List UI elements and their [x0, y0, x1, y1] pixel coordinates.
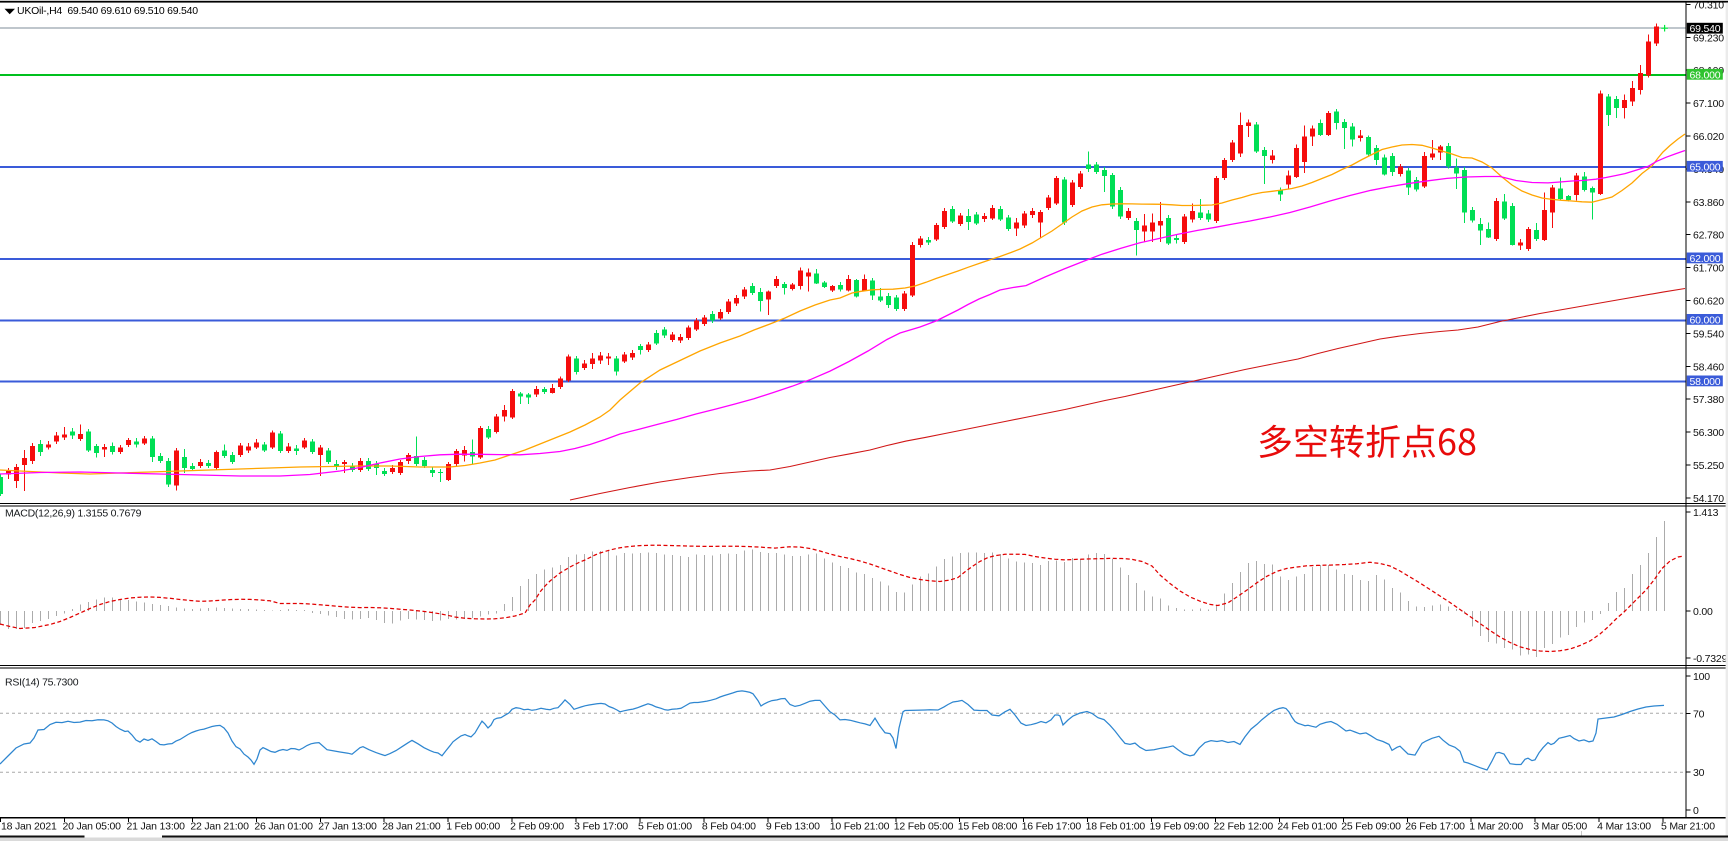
svg-text:69.230: 69.230	[1693, 32, 1724, 44]
svg-text:4 Mar 13:00: 4 Mar 13:00	[1597, 821, 1651, 833]
svg-text:16 Feb 17:00: 16 Feb 17:00	[1022, 821, 1082, 833]
svg-text:70.310: 70.310	[1693, 0, 1724, 11]
svg-text:22 Jan 21:00: 22 Jan 21:00	[190, 821, 249, 833]
svg-text:69.540: 69.540	[1690, 23, 1721, 35]
svg-text:12 Feb 05:00: 12 Feb 05:00	[894, 821, 954, 833]
svg-text:100: 100	[1693, 671, 1710, 683]
svg-text:21 Jan 13:00: 21 Jan 13:00	[127, 821, 186, 833]
svg-text:58.460: 58.460	[1693, 361, 1724, 373]
svg-text:5 Feb 01:00: 5 Feb 01:00	[638, 821, 692, 833]
svg-text:9 Feb 13:00: 9 Feb 13:00	[766, 821, 820, 833]
svg-text:66.020: 66.020	[1693, 131, 1724, 143]
svg-text:26 Jan 01:00: 26 Jan 01:00	[254, 821, 313, 833]
svg-text:UKOil-,H4 69.540 69.610 69.51: UKOil-,H4 69.540 69.610 69.510 69.540	[17, 5, 198, 17]
svg-text:25 Feb 09:00: 25 Feb 09:00	[1341, 821, 1401, 833]
svg-text:70: 70	[1693, 708, 1705, 720]
svg-text:18 Feb 01:00: 18 Feb 01:00	[1086, 821, 1146, 833]
svg-text:RSI(14) 75.7300: RSI(14) 75.7300	[5, 677, 79, 689]
svg-text:3 Mar 05:00: 3 Mar 05:00	[1533, 821, 1587, 833]
svg-text:19 Feb 09:00: 19 Feb 09:00	[1150, 821, 1210, 833]
svg-text:61.700: 61.700	[1693, 263, 1724, 275]
svg-text:67.100: 67.100	[1693, 98, 1724, 110]
svg-text:65.000: 65.000	[1690, 161, 1721, 173]
svg-text:62.780: 62.780	[1693, 230, 1724, 242]
svg-text:MACD(12,26,9) 1.3155 0.7679: MACD(12,26,9) 1.3155 0.7679	[5, 508, 142, 520]
svg-text:26 Feb 17:00: 26 Feb 17:00	[1405, 821, 1465, 833]
svg-text:56.300: 56.300	[1693, 427, 1724, 439]
svg-text:0: 0	[1693, 805, 1699, 817]
svg-text:22 Feb 12:00: 22 Feb 12:00	[1214, 821, 1274, 833]
svg-text:60.000: 60.000	[1690, 314, 1721, 326]
svg-text:62.000: 62.000	[1690, 253, 1721, 265]
svg-text:63.860: 63.860	[1693, 197, 1724, 209]
svg-text:27 Jan 13:00: 27 Jan 13:00	[318, 821, 377, 833]
svg-text:15 Feb 08:00: 15 Feb 08:00	[958, 821, 1018, 833]
svg-text:1 Feb 00:00: 1 Feb 00:00	[446, 821, 500, 833]
svg-text:1 Mar 20:00: 1 Mar 20:00	[1469, 821, 1523, 833]
svg-text:68.000: 68.000	[1690, 69, 1721, 81]
svg-text:60.620: 60.620	[1693, 296, 1724, 308]
svg-text:20 Jan 05:00: 20 Jan 05:00	[63, 821, 122, 833]
svg-text:30: 30	[1693, 767, 1705, 779]
svg-text:59.540: 59.540	[1693, 328, 1724, 340]
svg-text:55.250: 55.250	[1693, 460, 1724, 472]
svg-text:2 Feb 09:00: 2 Feb 09:00	[510, 821, 564, 833]
svg-text:3 Feb 17:00: 3 Feb 17:00	[574, 821, 628, 833]
svg-text:0.00: 0.00	[1693, 606, 1713, 618]
svg-text:1.413: 1.413	[1693, 507, 1719, 519]
svg-text:28 Jan 21:00: 28 Jan 21:00	[382, 821, 441, 833]
svg-text:24 Feb 01:00: 24 Feb 01:00	[1277, 821, 1337, 833]
svg-text:10 Feb 21:00: 10 Feb 21:00	[830, 821, 890, 833]
svg-text:18 Jan 2021: 18 Jan 2021	[1, 821, 57, 833]
svg-text:54.170: 54.170	[1693, 493, 1724, 505]
svg-text:8 Feb 04:00: 8 Feb 04:00	[702, 821, 756, 833]
svg-text:5 Mar 21:00: 5 Mar 21:00	[1661, 821, 1715, 833]
svg-text:58.000: 58.000	[1690, 376, 1721, 388]
svg-text:-0.7329: -0.7329	[1693, 653, 1728, 665]
svg-text:57.380: 57.380	[1693, 394, 1724, 406]
